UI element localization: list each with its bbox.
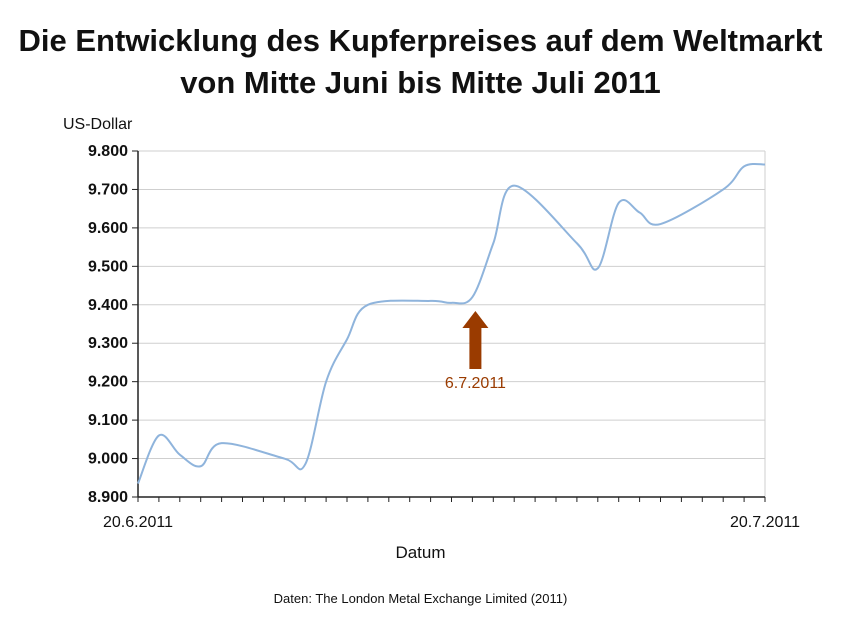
grid [138,150,766,497]
data-point [492,242,494,244]
y-tick-label: 8.900 [88,489,128,506]
data-point [220,442,222,444]
data-point [471,296,473,298]
y-axis-label: US-Dollar [63,116,133,133]
series-line [137,162,766,484]
data-point [137,482,139,484]
y-tick-label: 9.300 [88,335,128,352]
y-tick-labels: 9.800 9.700 9.600 9.500 9.400 9.300 9.200 9.100… [88,143,128,506]
data-point [597,267,599,269]
y-tick-label: 9.500 [88,258,128,275]
y-tick-label: 9.800 [88,143,128,160]
x-axis-label: Datum [395,543,446,562]
data-point [513,184,515,186]
annotation-label: 6.7.2011 [445,375,506,392]
arrow-up-icon [462,311,489,369]
data-point [304,463,306,465]
y-tick-label: 9.000 [88,451,128,468]
chart-title-line-2: von Mitte Juni bis Mitte Juli 2011 [180,65,661,100]
data-point [450,302,452,304]
data-point [722,188,724,190]
y-tick-label: 9.200 [88,374,128,391]
source-note: Daten: The London Metal Exchange Limited… [273,591,568,606]
data-point [346,338,348,340]
data-point [179,454,181,456]
series-group [137,162,766,484]
data-point [618,202,620,204]
data-point [743,165,745,167]
data-point [325,380,327,382]
data-point [638,211,640,213]
x-tick-label: 20.7.2011 [730,514,800,531]
data-point [200,465,202,467]
data-point [659,223,661,225]
data-point [367,304,369,306]
data-point [158,434,160,436]
x-tick-labels: 20.6.2011 20.7.2011 [103,514,800,531]
data-point [429,300,431,302]
y-tick-label: 9.400 [88,297,128,314]
data-point [283,457,285,459]
y-tick-label: 9.600 [88,220,128,237]
chart-title-line-1: Die Entwicklung des Kupferpreises auf de… [18,23,823,58]
data-point [764,163,766,165]
annotation: 6.7.2011 [445,311,506,392]
axes [132,150,766,502]
chart-title: Die Entwicklung des Kupferpreises auf de… [0,20,841,104]
y-tick-label: 9.100 [88,412,128,429]
y-tick-label: 9.700 [88,181,128,198]
x-tick-label: 20.6.2011 [103,514,173,531]
data-point [576,242,578,244]
